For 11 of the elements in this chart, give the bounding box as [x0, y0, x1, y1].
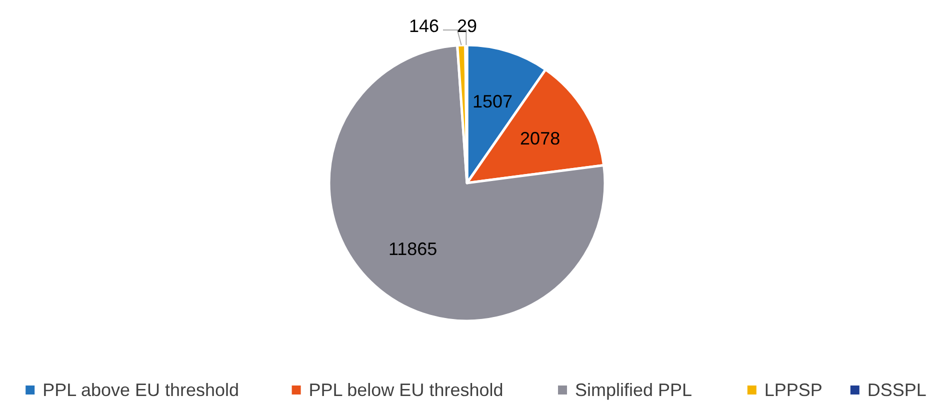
legend-label: DSSPL	[867, 380, 926, 400]
data-label: 29	[457, 16, 478, 36]
data-label: 11865	[388, 239, 438, 260]
legend-label: Simplified PPL	[575, 380, 692, 400]
data-label: 1507	[472, 91, 513, 112]
pie-slice	[328, 44, 606, 322]
data-label: 146	[408, 16, 439, 36]
data-label: 2078	[520, 128, 560, 148]
legend-label: LPPSP	[764, 380, 822, 400]
legend-label: PPL below EU threshold	[308, 380, 504, 400]
legend-label: PPL above EU threshold	[42, 380, 240, 400]
